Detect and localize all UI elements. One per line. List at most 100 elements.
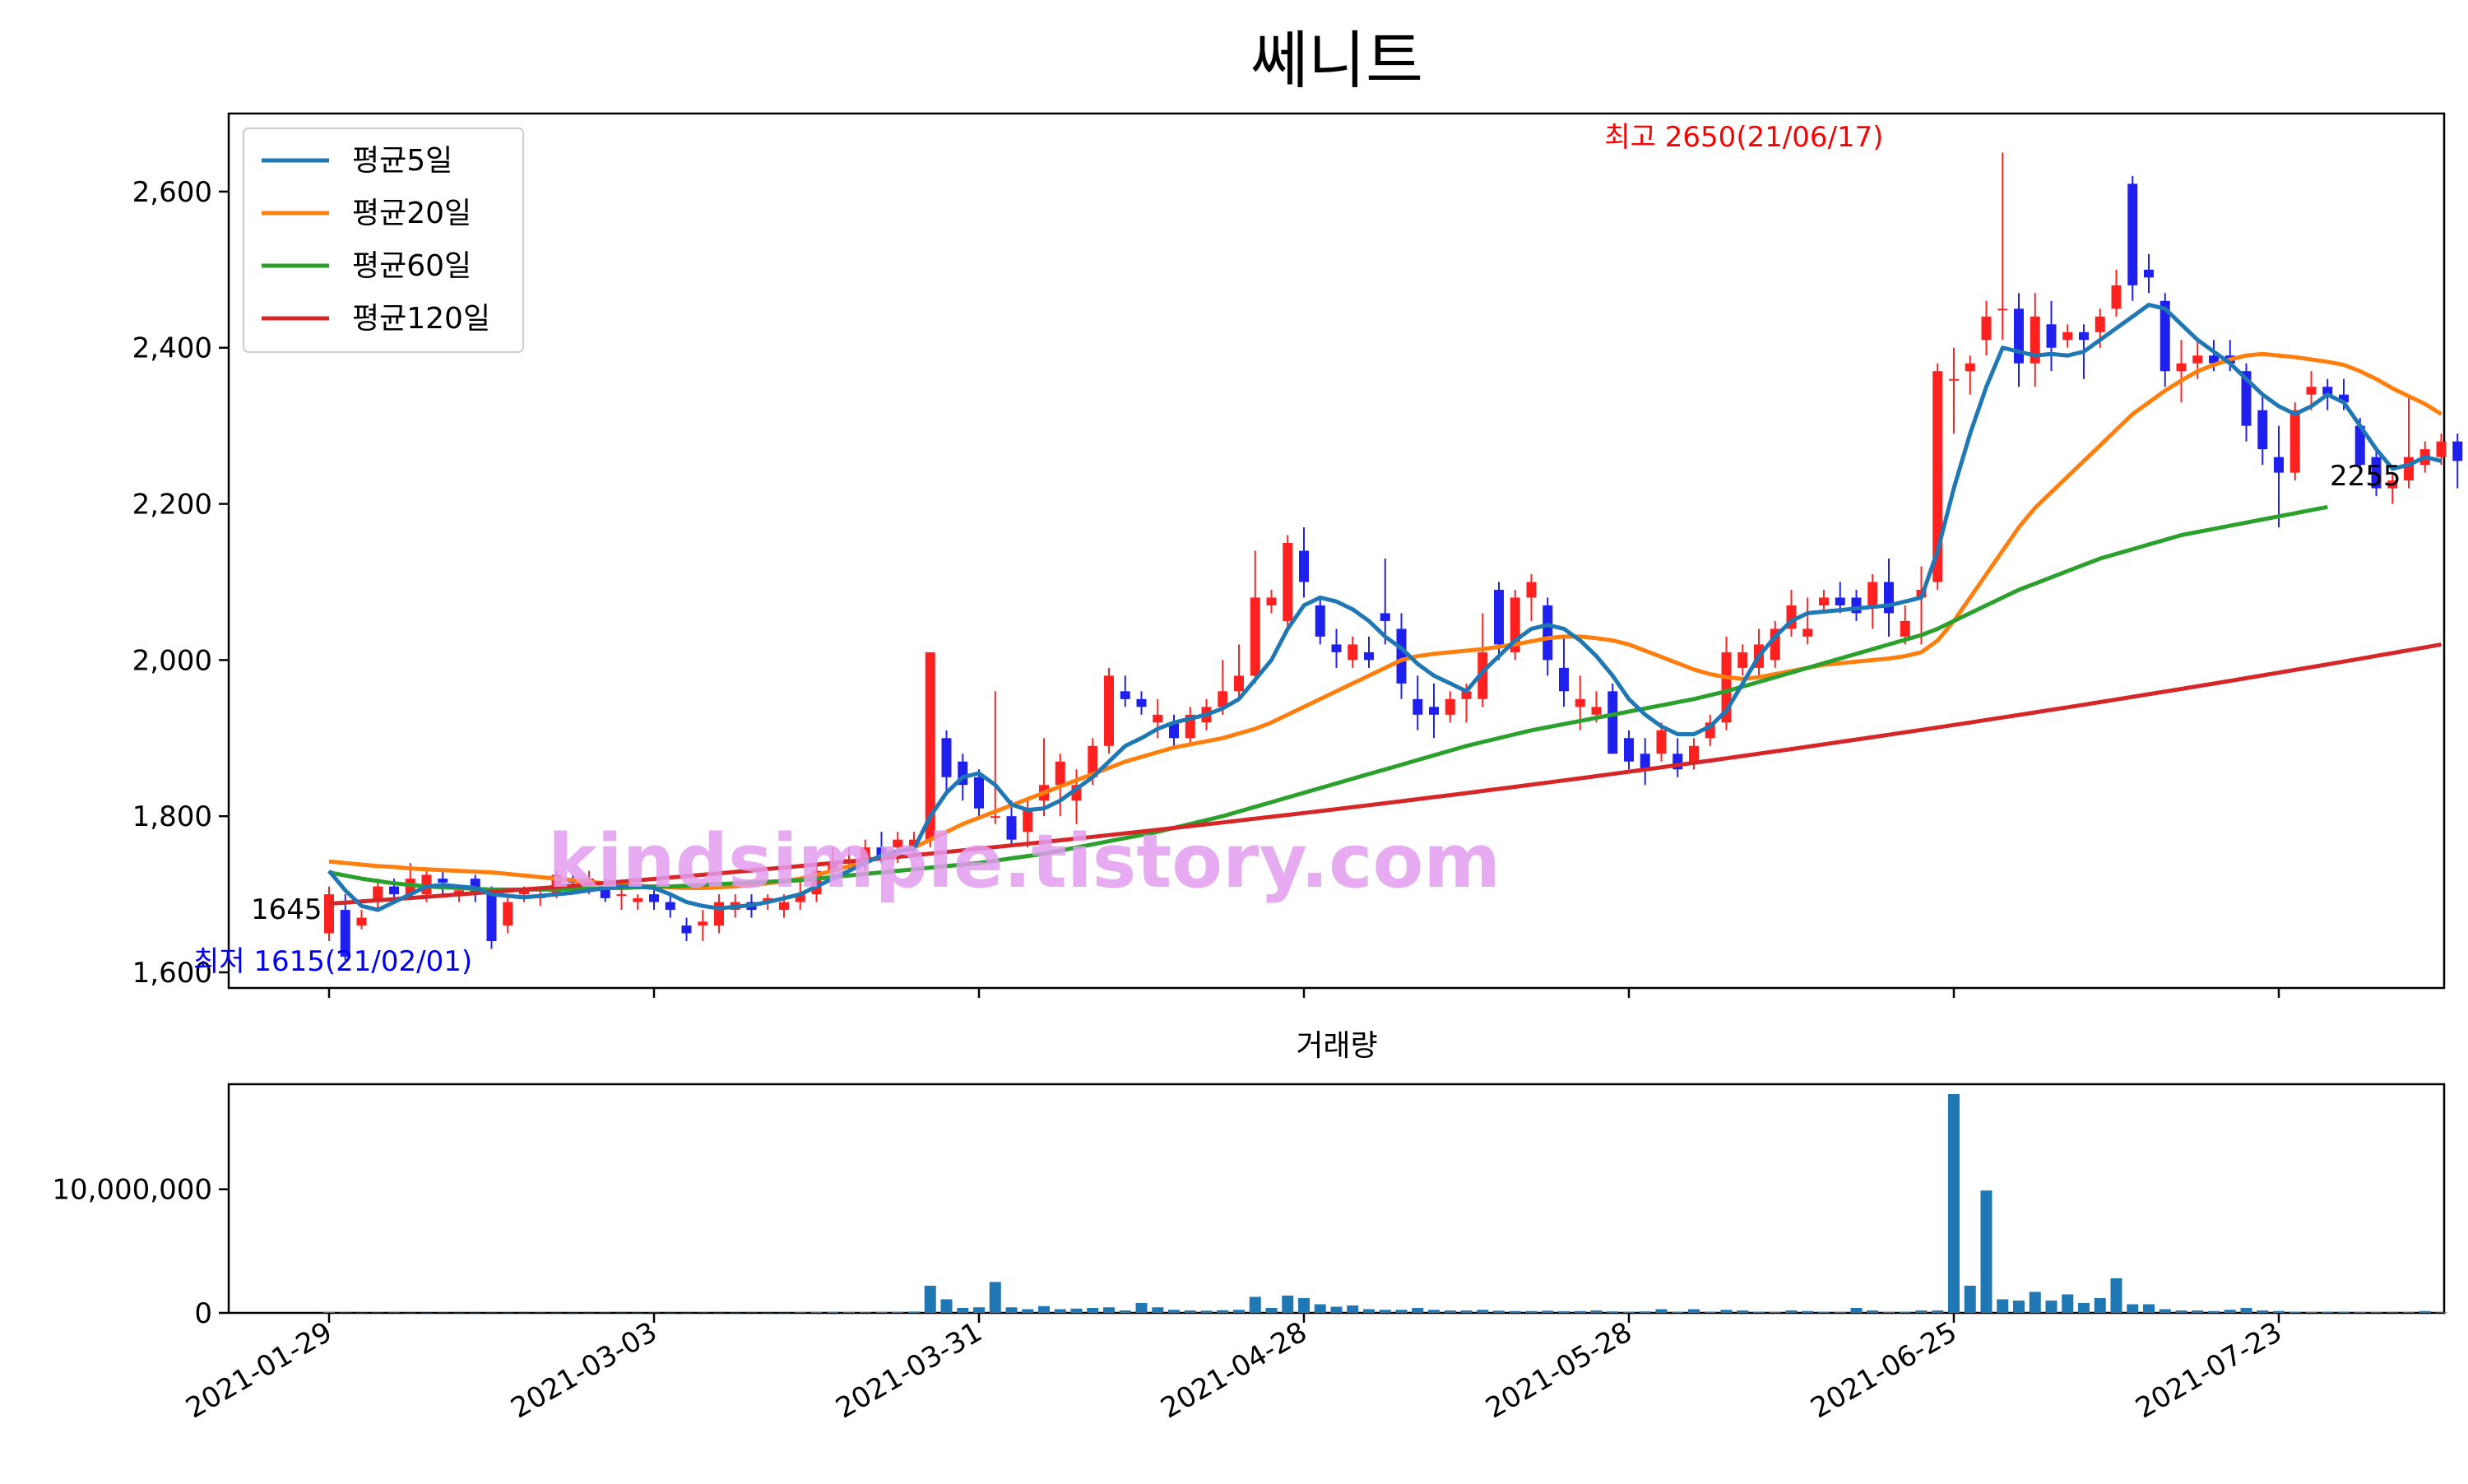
candle-body bbox=[1656, 730, 1667, 754]
candle-body bbox=[1478, 652, 1488, 699]
volume-bar bbox=[843, 1311, 855, 1313]
volume-bar bbox=[1054, 1309, 1066, 1313]
volume-bar bbox=[2159, 1309, 2171, 1313]
volume-bar bbox=[518, 1312, 530, 1314]
volume-bar bbox=[2143, 1304, 2155, 1313]
volume-bar bbox=[2240, 1307, 2252, 1313]
candle-body bbox=[2436, 441, 2447, 457]
candle-body bbox=[1835, 597, 1845, 605]
volume-bar bbox=[1785, 1310, 1798, 1313]
volume-bar bbox=[762, 1312, 774, 1314]
volume-bar bbox=[583, 1312, 595, 1314]
volume-bar bbox=[2354, 1311, 2366, 1313]
ma120-line bbox=[328, 642, 2442, 906]
candle-body bbox=[1526, 582, 1537, 598]
candle-body bbox=[2257, 410, 2268, 450]
candle-body bbox=[2144, 269, 2154, 278]
candle-body bbox=[389, 886, 399, 895]
candle-body bbox=[2030, 316, 2040, 364]
volume-bar bbox=[1217, 1310, 1229, 1313]
volume-bar bbox=[2045, 1300, 2057, 1313]
candle-body bbox=[1559, 667, 1569, 692]
candle-body bbox=[1819, 597, 1829, 605]
volume-bar bbox=[648, 1312, 660, 1314]
candle-body bbox=[876, 847, 887, 856]
volume-bar bbox=[1314, 1304, 1326, 1313]
price-y-tick-label: 2,200 bbox=[132, 489, 212, 522]
candle-body bbox=[633, 897, 643, 902]
volume-bar bbox=[1103, 1307, 1115, 1313]
candle-body bbox=[2192, 355, 2203, 364]
candle-body bbox=[2127, 183, 2138, 285]
candle-body bbox=[2322, 387, 2333, 395]
volume-bar bbox=[2370, 1312, 2382, 1313]
volume-bar bbox=[632, 1312, 644, 1314]
volume-bar bbox=[2094, 1297, 2106, 1313]
candle-body bbox=[1867, 582, 1878, 605]
candle-body bbox=[503, 902, 513, 926]
volume-bar bbox=[1460, 1310, 1473, 1313]
volume-bar bbox=[420, 1312, 433, 1314]
watermark: kindsimple.tistory.com bbox=[548, 819, 1501, 905]
volume-bar bbox=[1639, 1311, 1651, 1313]
candle-body bbox=[828, 863, 838, 871]
volume-bar bbox=[615, 1312, 628, 1314]
candle-body bbox=[1607, 691, 1618, 754]
volume-bar bbox=[1720, 1310, 1733, 1313]
volume-bar bbox=[388, 1312, 400, 1313]
candle-body bbox=[990, 816, 1000, 819]
volume-bar bbox=[680, 1312, 693, 1314]
candle-body bbox=[2387, 480, 2398, 489]
candle-body bbox=[2111, 285, 2122, 309]
legend-label-ma120: 평균120일 bbox=[352, 302, 490, 336]
last-close-annotation: 2255 bbox=[2330, 460, 2401, 493]
volume-bar bbox=[973, 1307, 985, 1313]
volume-bar bbox=[1444, 1310, 1456, 1313]
candle-body bbox=[1900, 620, 1910, 637]
price-y-tick-label: 2,000 bbox=[132, 644, 212, 677]
volume-bar bbox=[453, 1312, 465, 1314]
candle-body bbox=[1104, 675, 1114, 746]
volume-bar bbox=[1818, 1311, 1830, 1313]
candle-body bbox=[2354, 425, 2365, 466]
candle-body bbox=[2339, 394, 2349, 403]
volume-bar bbox=[1347, 1305, 1359, 1313]
volume-bar bbox=[1574, 1310, 1586, 1313]
volume-bar bbox=[567, 1312, 579, 1314]
volume-bar bbox=[1623, 1311, 1635, 1313]
low-annotation: 최저 1615(21/02/01) bbox=[193, 945, 472, 978]
volume-bar bbox=[2127, 1304, 2139, 1313]
volume-bar bbox=[1688, 1309, 1700, 1313]
volume-bar bbox=[2062, 1294, 2074, 1313]
volume-bar bbox=[713, 1312, 725, 1314]
volume-bar bbox=[1883, 1311, 1895, 1313]
candle-body bbox=[1640, 754, 1650, 770]
volume-bar bbox=[1428, 1310, 1440, 1313]
volume-y-tick-label: 0 bbox=[194, 1297, 212, 1330]
candle-body bbox=[356, 917, 367, 926]
candle-body bbox=[665, 902, 675, 911]
volume-bar bbox=[1493, 1310, 1505, 1313]
volume-bar bbox=[2013, 1300, 2025, 1313]
volume-bar bbox=[924, 1285, 936, 1313]
volume-bar bbox=[1997, 1299, 2009, 1313]
volume-bar bbox=[1184, 1310, 1196, 1313]
volume-bar bbox=[1834, 1311, 1846, 1313]
candle-body bbox=[1234, 675, 1244, 692]
volume-bar bbox=[404, 1312, 416, 1314]
volume-bar bbox=[2289, 1311, 2301, 1313]
volume-bar bbox=[2110, 1278, 2122, 1313]
candle-body bbox=[1055, 761, 1065, 786]
candle-body bbox=[1413, 698, 1423, 715]
volume-bar bbox=[2257, 1310, 2269, 1313]
candle-body bbox=[1364, 652, 1374, 661]
volume-bar bbox=[745, 1312, 758, 1314]
candle-body bbox=[1575, 698, 1585, 707]
candle-body bbox=[1006, 816, 1017, 840]
candle-body bbox=[438, 879, 448, 883]
volume-bar bbox=[2208, 1310, 2220, 1313]
price-y-axis: 1,600 1,800 2,000 2,200 2,400 2,600 bbox=[132, 176, 229, 990]
candle-body bbox=[1120, 691, 1130, 699]
volume-bar bbox=[892, 1311, 904, 1313]
